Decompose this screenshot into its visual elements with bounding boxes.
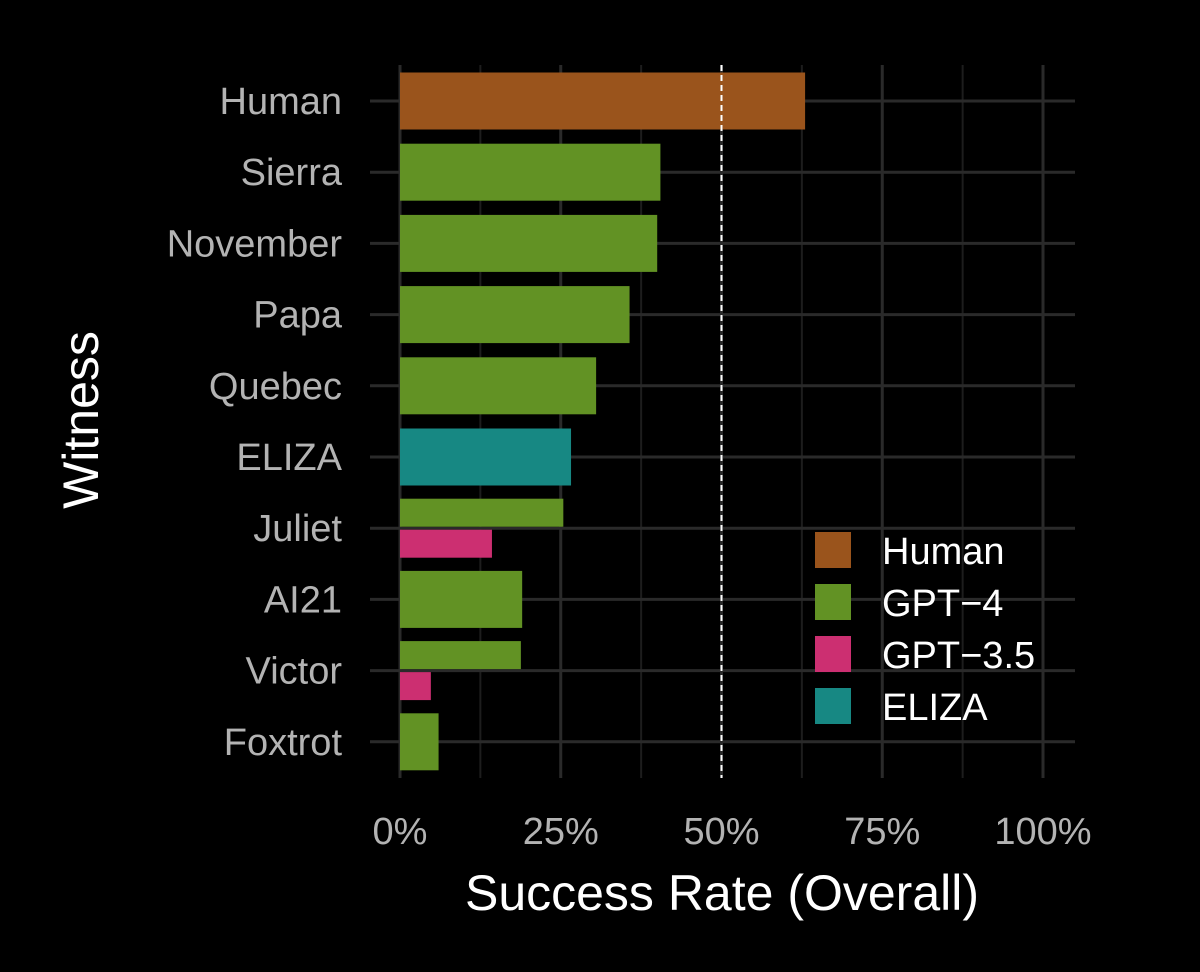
legend-label: GPT−4 <box>882 583 1003 625</box>
y-tick-label: Papa <box>253 295 343 337</box>
bar <box>400 672 431 701</box>
y-tick-label: Foxtrot <box>224 722 343 764</box>
x-tick-label: 75% <box>844 811 920 853</box>
legend-key <box>815 584 851 620</box>
bar <box>400 286 630 344</box>
y-tick-label: ELIZA <box>236 437 342 479</box>
x-axis-ticks: 0% 25% 50% 75% 100% <box>373 811 1092 853</box>
y-tick-label: Human <box>220 81 343 123</box>
y-tick-label: Juliet <box>253 508 342 550</box>
x-tick-label: 50% <box>683 811 759 853</box>
bar <box>400 641 521 670</box>
x-tick-label: 100% <box>994 811 1091 853</box>
y-tick-label: AI21 <box>264 579 342 621</box>
y-tick-label: November <box>167 223 343 265</box>
bars <box>400 72 806 771</box>
x-tick-label: 0% <box>373 811 428 853</box>
bar <box>400 570 523 628</box>
bar <box>400 428 572 486</box>
legend-label: Human <box>882 531 1005 573</box>
legend-key <box>815 636 851 672</box>
bar <box>400 72 806 130</box>
bar <box>400 498 564 527</box>
y-tick-label: Quebec <box>209 366 342 408</box>
bar <box>400 713 439 771</box>
x-axis-title: Success Rate (Overall) <box>465 865 979 921</box>
bar <box>400 143 661 201</box>
bar <box>400 529 492 558</box>
y-axis-title: Witness <box>53 331 109 509</box>
x-tick-label: 25% <box>523 811 599 853</box>
legend-key <box>815 688 851 724</box>
legend: Human GPT−4 GPT−3.5 ELIZA <box>815 531 1035 729</box>
y-axis-ticks: Human Sierra November Papa Quebec ELIZA Juliet… <box>167 81 343 764</box>
legend-label: ELIZA <box>882 687 988 729</box>
bar <box>400 214 658 272</box>
legend-label: GPT−3.5 <box>882 635 1035 677</box>
y-tick-label: Sierra <box>241 152 343 194</box>
legend-key <box>815 532 851 568</box>
y-tick-label: Victor <box>246 651 343 693</box>
bar <box>400 357 597 415</box>
